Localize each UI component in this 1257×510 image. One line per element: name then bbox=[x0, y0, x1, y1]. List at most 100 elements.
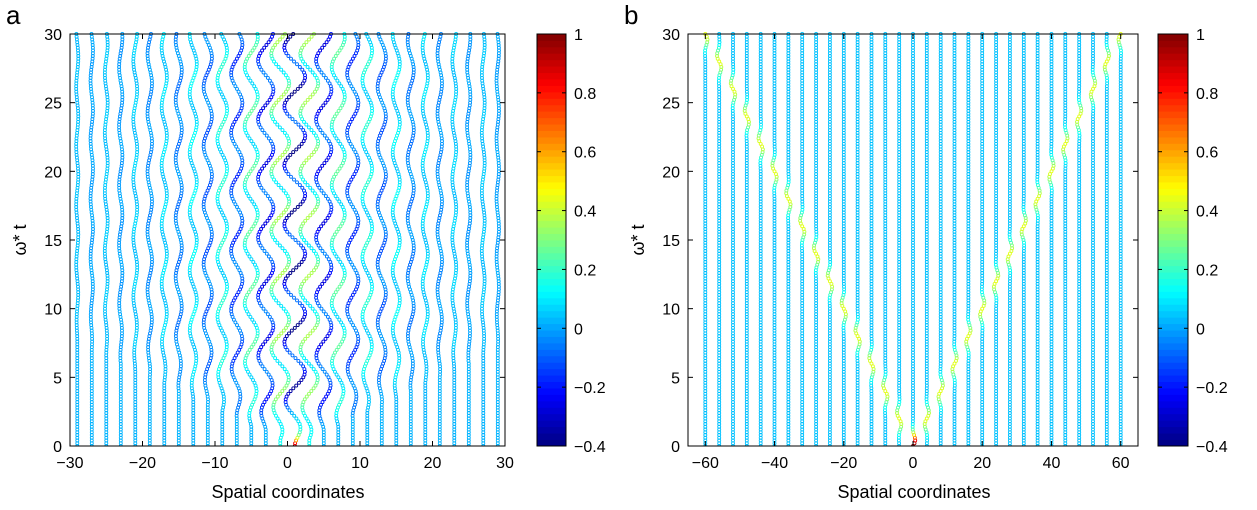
data-point bbox=[333, 312, 338, 317]
colorbar-tick-label: 0.6 bbox=[574, 145, 596, 162]
data-point bbox=[314, 312, 319, 317]
data-point bbox=[275, 394, 280, 399]
data-point bbox=[300, 45, 305, 50]
data-point bbox=[279, 185, 284, 190]
data-point bbox=[327, 81, 332, 86]
data-point bbox=[246, 350, 250, 355]
data-point bbox=[337, 166, 342, 171]
data-point bbox=[296, 358, 301, 363]
data-point bbox=[248, 169, 253, 174]
data-point bbox=[291, 386, 296, 391]
data-point bbox=[265, 336, 270, 341]
data-point bbox=[251, 141, 256, 146]
data-point bbox=[265, 100, 270, 105]
data-point bbox=[312, 268, 316, 273]
data-point bbox=[247, 229, 252, 234]
data-point bbox=[310, 210, 315, 215]
data-point bbox=[321, 309, 326, 314]
data-point bbox=[312, 191, 317, 196]
data-point bbox=[273, 161, 278, 166]
data-point bbox=[320, 400, 325, 405]
data-point bbox=[309, 389, 314, 394]
data-point bbox=[294, 147, 299, 152]
data-point bbox=[285, 194, 290, 199]
data-point bbox=[267, 97, 272, 102]
data-point bbox=[264, 161, 269, 166]
data-point bbox=[311, 249, 316, 253]
data-point bbox=[280, 246, 285, 251]
data-point bbox=[273, 119, 277, 124]
data-point bbox=[321, 103, 326, 108]
colorbar-swatch bbox=[537, 53, 566, 61]
data-point bbox=[280, 271, 285, 275]
data-point bbox=[327, 317, 332, 322]
data-point bbox=[332, 114, 337, 119]
data-point bbox=[303, 62, 308, 67]
data-markers-b bbox=[703, 32, 1123, 446]
data-point bbox=[304, 416, 309, 421]
colorbar-swatch bbox=[537, 362, 566, 370]
data-point bbox=[257, 229, 262, 234]
data-point bbox=[297, 380, 301, 385]
data-point bbox=[318, 128, 323, 133]
data-point bbox=[300, 163, 305, 168]
data-point bbox=[282, 249, 287, 253]
data-point bbox=[279, 95, 284, 100]
data-point bbox=[263, 103, 268, 108]
data-point bbox=[297, 262, 302, 267]
data-point bbox=[326, 37, 331, 42]
data-point bbox=[249, 139, 254, 144]
data-point bbox=[334, 229, 339, 234]
data-point bbox=[296, 240, 301, 245]
data-point bbox=[272, 295, 276, 300]
data-point bbox=[257, 347, 262, 352]
data-point bbox=[292, 89, 297, 94]
data-point bbox=[278, 37, 282, 42]
data-point bbox=[234, 353, 239, 358]
data-point bbox=[267, 216, 272, 220]
data-point bbox=[349, 59, 354, 64]
data-point bbox=[263, 309, 268, 314]
data-point bbox=[235, 232, 240, 237]
data-point bbox=[270, 260, 275, 264]
data-point bbox=[322, 133, 327, 138]
colorbar-swatch bbox=[537, 175, 566, 183]
data-point bbox=[305, 97, 310, 102]
data-point bbox=[327, 199, 332, 204]
data-point bbox=[302, 70, 306, 75]
data-point bbox=[336, 375, 341, 380]
data-point bbox=[295, 298, 299, 303]
data-point bbox=[265, 312, 270, 317]
data-point bbox=[335, 287, 340, 292]
data-point bbox=[299, 378, 304, 383]
data-point bbox=[318, 166, 323, 171]
colorbar-swatch bbox=[537, 310, 566, 318]
data-point bbox=[281, 328, 286, 333]
data-point bbox=[323, 194, 328, 199]
data-point bbox=[262, 130, 267, 135]
data-point bbox=[279, 213, 284, 218]
data-point bbox=[289, 328, 294, 333]
data-point bbox=[270, 141, 275, 146]
data-point bbox=[307, 155, 311, 160]
colorbar-swatch bbox=[537, 182, 566, 189]
data-point bbox=[299, 342, 304, 347]
data-point bbox=[269, 317, 274, 322]
data-point bbox=[335, 196, 340, 201]
data-point bbox=[321, 221, 326, 226]
data-point bbox=[318, 364, 323, 369]
data-point bbox=[281, 70, 286, 75]
data-point bbox=[320, 130, 325, 135]
y-tick-label: 5 bbox=[53, 370, 62, 387]
data-point bbox=[332, 292, 337, 297]
y-tick-label: 10 bbox=[44, 302, 62, 319]
data-point bbox=[333, 350, 337, 355]
data-point bbox=[328, 260, 333, 264]
data-point bbox=[312, 150, 316, 155]
data-point bbox=[337, 48, 342, 53]
data-point bbox=[332, 56, 337, 61]
data-point bbox=[245, 292, 250, 297]
data-point bbox=[287, 114, 292, 119]
